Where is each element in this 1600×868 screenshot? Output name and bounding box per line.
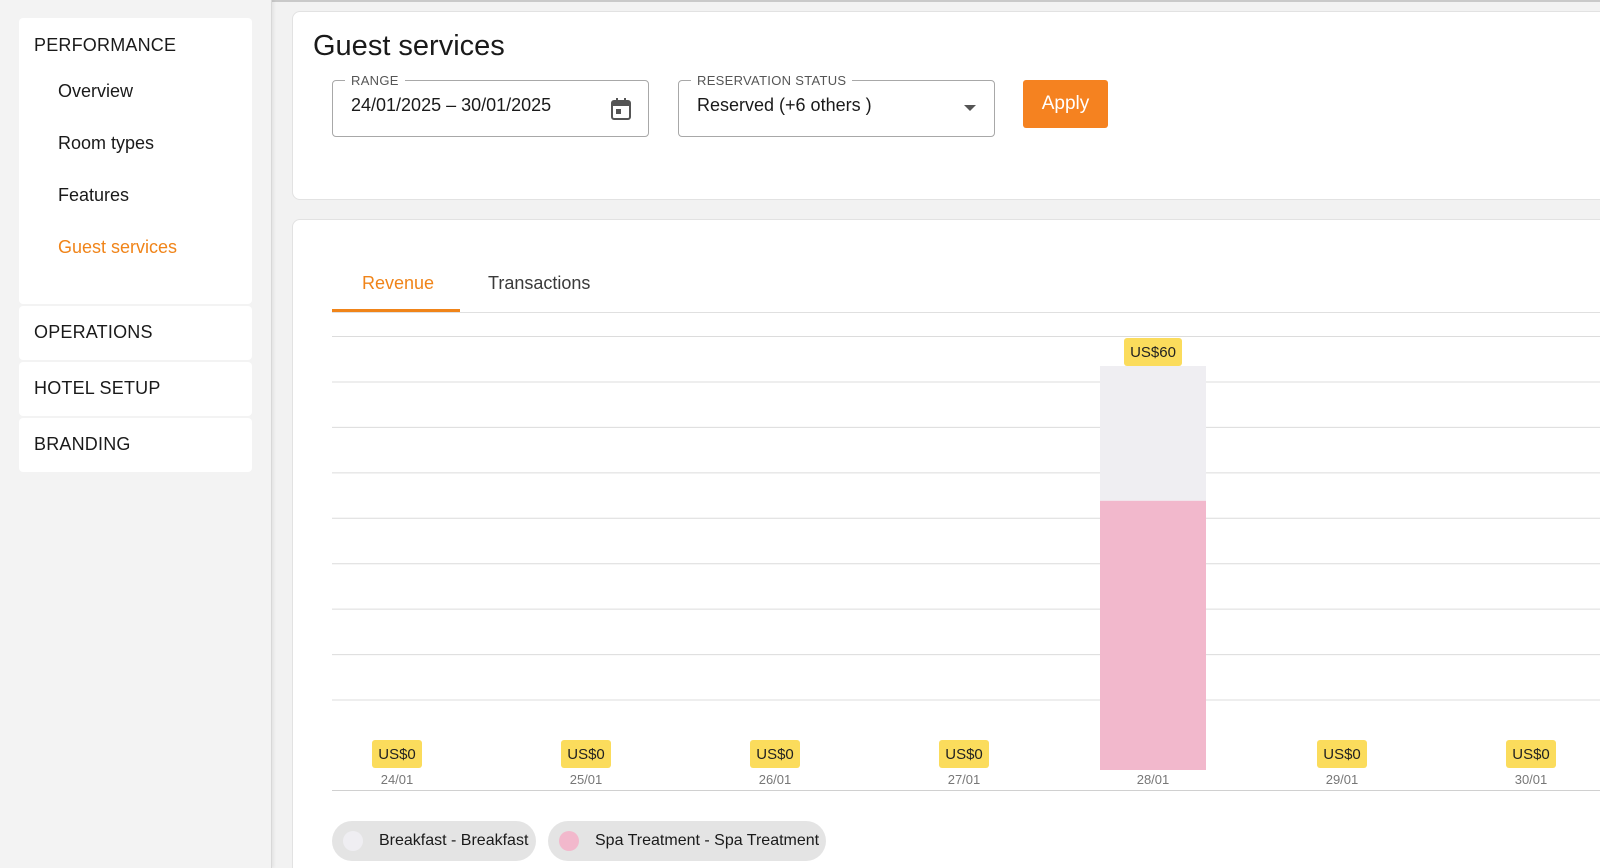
data-label: US$0 (1323, 746, 1361, 763)
chevron-down-icon[interactable] (964, 105, 976, 111)
bar-spa-treatment-4[interactable] (1100, 500, 1206, 770)
tab-transactions[interactable]: Transactions (488, 273, 591, 293)
reservation-status-select[interactable]: RESERVATION STATUS Reserved (+6 others ) (678, 73, 995, 137)
revenue-chart: US$0 24/01 US$0 25/01 US$0 26/01 US$0 27/01 US$6… (332, 336, 1600, 791)
active-tab-indicator (332, 309, 460, 312)
range-picker[interactable]: RANGE 24/01/2025 – 30/01/2025 (332, 73, 649, 137)
data-label: US$0 (378, 746, 416, 763)
data-label: US$0 (756, 746, 794, 763)
range-value[interactable]: 24/01/2025 – 30/01/2025 (351, 95, 552, 115)
data-label-bg (1124, 338, 1182, 366)
nav-section-performance: PERFORMANCE Overview Room types Features… (19, 18, 252, 304)
nav-section-title-operations[interactable]: OPERATIONS (34, 322, 153, 342)
top-border (0, 0, 1600, 2)
nav-section-operations[interactable]: OPERATIONS (19, 306, 252, 360)
tab-divider (332, 312, 1600, 313)
data-label-bg (750, 740, 800, 768)
data-label-bg (1506, 740, 1556, 768)
reservation-status-value[interactable]: Reserved (+6 others ) (697, 95, 872, 115)
range-label: RANGE (345, 73, 405, 88)
x-tick-label: 25/01 (570, 772, 603, 787)
filters-panel: Guest services RANGE 24/01/2025 – 30/01/… (292, 11, 1600, 200)
x-tick-label: 28/01 (1137, 772, 1170, 787)
data-label-bg (561, 740, 611, 768)
sidebar-item-guest-services[interactable]: Guest services (58, 237, 178, 257)
x-tick-label: 30/01 (1515, 772, 1548, 787)
x-tick-label: 27/01 (948, 772, 981, 787)
tab-revenue[interactable]: Revenue (362, 273, 435, 293)
data-label: US$0 (1512, 746, 1550, 763)
nav-section-title-branding[interactable]: BRANDING (34, 434, 131, 454)
data-label: US$0 (567, 746, 605, 763)
nav-section-title-hotel-setup[interactable]: HOTEL SETUP (34, 378, 161, 398)
legend-item-spa-treatment[interactable]: Spa Treatment - Spa Treatment (548, 821, 826, 861)
x-tick-label: 24/01 (381, 772, 414, 787)
calendar-icon[interactable] (610, 97, 632, 121)
nav-section-branding[interactable]: BRANDING (19, 418, 252, 472)
legend-label-spa-treatment: Spa Treatment - Spa Treatment (595, 832, 820, 849)
legend-swatch-breakfast (343, 831, 363, 851)
x-tick-label: 29/01 (1326, 772, 1359, 787)
data-label: US$0 (945, 746, 983, 763)
data-label-bg (1317, 740, 1367, 768)
legend-item-breakfast[interactable]: Breakfast - Breakfast (332, 821, 536, 861)
data-label: US$60 (1130, 344, 1176, 361)
data-label-bg (939, 740, 989, 768)
bar-breakfast-4[interactable] (1100, 366, 1206, 501)
nav-section-title-performance[interactable]: PERFORMANCE (34, 35, 177, 55)
legend-label-breakfast: Breakfast - Breakfast (379, 832, 529, 849)
nav-section-hotel-setup[interactable]: HOTEL SETUP (19, 362, 252, 416)
sidebar-item-room-types[interactable]: Room types (58, 133, 155, 153)
sidebar: PERFORMANCE Overview Room types Features… (0, 0, 272, 868)
data-label-bg (372, 740, 422, 768)
sidebar-item-features[interactable]: Features (58, 185, 130, 205)
x-tick-label: 26/01 (759, 772, 792, 787)
sidebar-item-overview[interactable]: Overview (58, 81, 134, 101)
chart-panel: Revenue Transactions US$0 24/01 US$0 25/01 U… (292, 219, 1600, 868)
reservation-status-label: RESERVATION STATUS (691, 73, 853, 88)
apply-button[interactable]: Apply (1023, 80, 1108, 128)
legend-swatch-spa-treatment (559, 831, 579, 851)
page-title: Guest services (313, 30, 505, 62)
